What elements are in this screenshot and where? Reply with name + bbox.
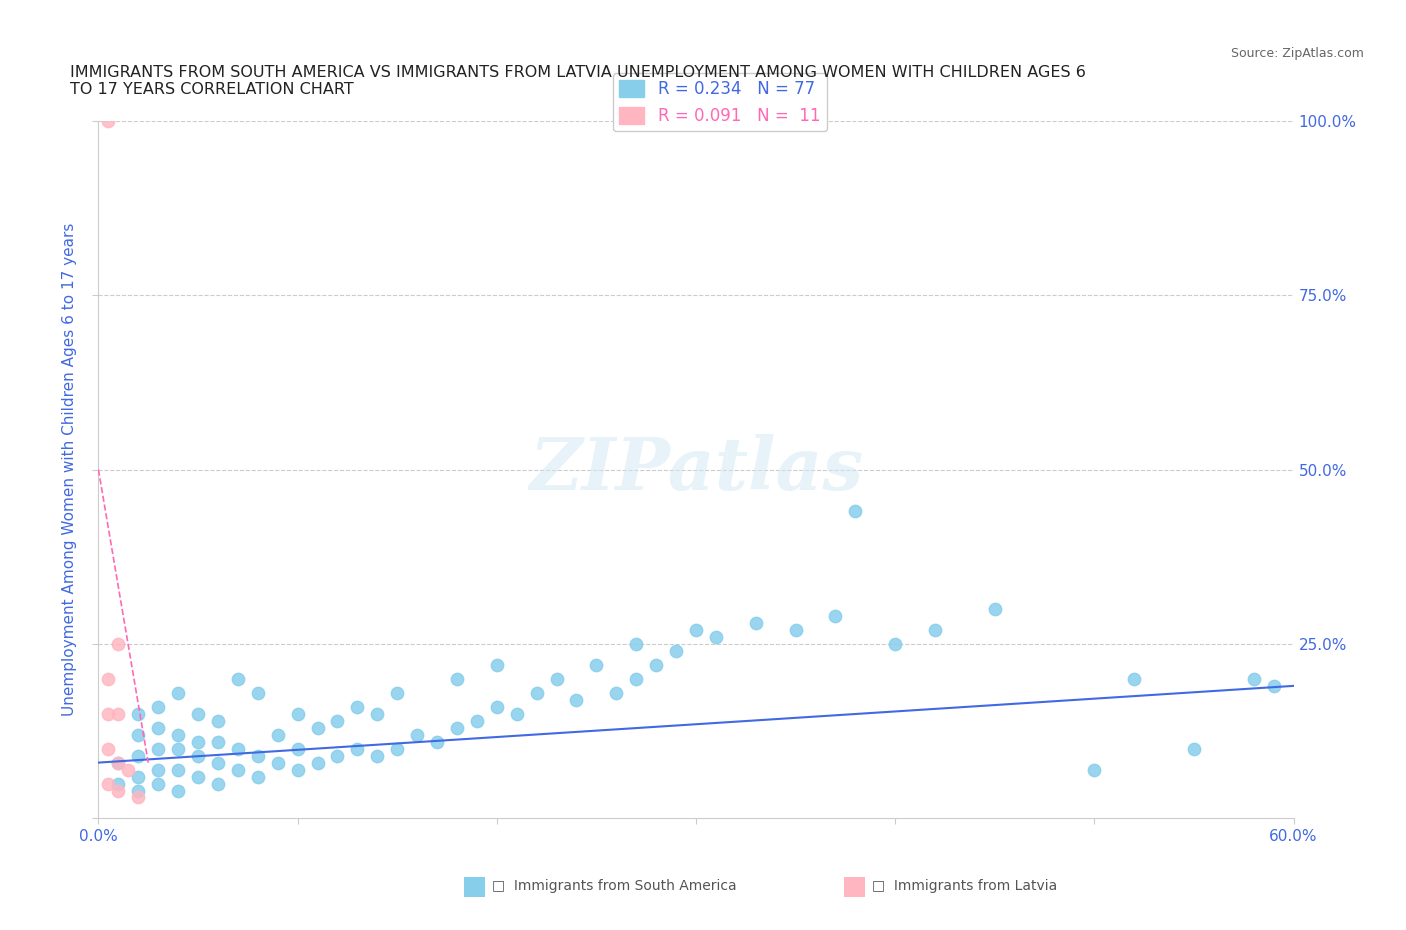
Point — [745, 616, 768, 631]
Point — [97, 741, 120, 756]
Point — [107, 707, 129, 722]
Point — [148, 776, 170, 790]
Point — [326, 748, 349, 763]
Point — [1243, 671, 1265, 686]
Point — [148, 741, 170, 756]
Point — [107, 755, 129, 770]
Point — [127, 783, 149, 798]
Point — [485, 658, 508, 672]
Point — [167, 783, 190, 798]
Point — [107, 637, 129, 652]
Point — [385, 741, 409, 756]
Point — [167, 685, 190, 700]
Point — [107, 776, 129, 790]
Point — [346, 699, 368, 714]
Point — [246, 748, 269, 763]
Point — [366, 748, 388, 763]
Point — [97, 707, 120, 722]
Point — [287, 707, 309, 722]
Text: IMMIGRANTS FROM SOUTH AMERICA VS IMMIGRANTS FROM LATVIA UNEMPLOYMENT AMONG WOMEN: IMMIGRANTS FROM SOUTH AMERICA VS IMMIGRA… — [70, 65, 1087, 98]
Point — [107, 755, 129, 770]
Point — [406, 727, 429, 742]
Point — [426, 735, 449, 750]
Point — [526, 685, 548, 700]
Point — [446, 720, 468, 735]
Point — [884, 637, 907, 652]
Point — [267, 727, 290, 742]
Point — [984, 602, 1007, 617]
Point — [1182, 741, 1205, 756]
Point — [127, 790, 149, 805]
Point — [446, 671, 468, 686]
Point — [97, 671, 120, 686]
Point — [326, 713, 349, 728]
Point — [127, 769, 149, 784]
Point — [546, 671, 568, 686]
Point — [187, 707, 209, 722]
Point — [148, 720, 170, 735]
Point — [465, 713, 488, 728]
Point — [226, 741, 249, 756]
Point — [187, 769, 209, 784]
Text: ZIPatlas: ZIPatlas — [529, 434, 863, 505]
Point — [127, 727, 149, 742]
Point — [207, 755, 229, 770]
Point — [506, 707, 529, 722]
Point — [148, 699, 170, 714]
Point — [307, 720, 329, 735]
Point — [824, 609, 846, 624]
Text: □  Immigrants from Latvia: □ Immigrants from Latvia — [872, 879, 1057, 893]
Point — [246, 769, 269, 784]
Point — [785, 623, 807, 638]
Text: Source: ZipAtlas.com: Source: ZipAtlas.com — [1230, 46, 1364, 60]
Point — [485, 699, 508, 714]
Point — [704, 630, 727, 644]
Point — [187, 748, 209, 763]
Point — [127, 748, 149, 763]
Point — [565, 692, 588, 708]
Point — [1083, 763, 1105, 777]
Point — [226, 763, 249, 777]
Point — [207, 713, 229, 728]
Point — [346, 741, 368, 756]
Y-axis label: Unemployment Among Women with Children Ages 6 to 17 years: Unemployment Among Women with Children A… — [62, 223, 77, 716]
Point — [117, 763, 139, 777]
Point — [127, 707, 149, 722]
Point — [1263, 679, 1285, 694]
Point — [207, 735, 229, 750]
Point — [167, 763, 190, 777]
Point — [287, 741, 309, 756]
Point — [246, 685, 269, 700]
Point — [167, 741, 190, 756]
Point — [167, 727, 190, 742]
Point — [97, 776, 120, 790]
Point — [267, 755, 290, 770]
Point — [665, 644, 688, 658]
Legend: R = 0.234   N = 77, R = 0.091   N =  11: R = 0.234 N = 77, R = 0.091 N = 11 — [613, 73, 827, 131]
Point — [626, 671, 648, 686]
Point — [1123, 671, 1146, 686]
Point — [844, 504, 866, 519]
Text: □  Immigrants from South America: □ Immigrants from South America — [492, 879, 737, 893]
Point — [148, 763, 170, 777]
Point — [385, 685, 409, 700]
Point — [626, 637, 648, 652]
Point — [287, 763, 309, 777]
Point — [226, 671, 249, 686]
Point — [207, 776, 229, 790]
Point — [97, 113, 120, 128]
Point — [585, 658, 607, 672]
Point — [366, 707, 388, 722]
Point — [107, 783, 129, 798]
Point — [187, 735, 209, 750]
Point — [307, 755, 329, 770]
Point — [924, 623, 946, 638]
Point — [605, 685, 627, 700]
Point — [685, 623, 707, 638]
Point — [645, 658, 668, 672]
